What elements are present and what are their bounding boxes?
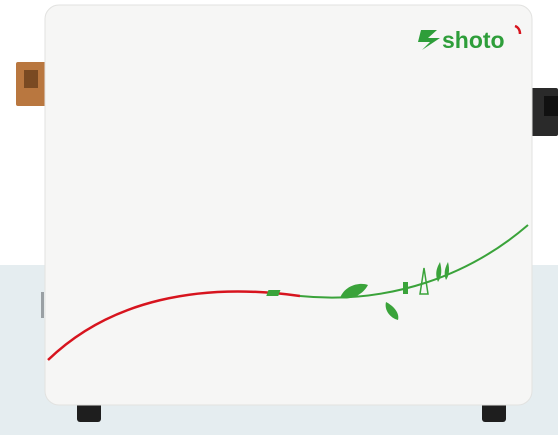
logo-text: shoto: [442, 27, 505, 53]
battery-housing: [45, 5, 532, 405]
solar-icon: [266, 290, 280, 296]
right-connector-port: [544, 96, 558, 116]
page: shoto (() => { const data = JSON.parse(d…: [0, 0, 558, 435]
side-vent: [41, 292, 44, 318]
battery-icon: [403, 282, 408, 294]
product-photo: shoto: [0, 0, 558, 435]
left-connector-port: [24, 70, 38, 88]
